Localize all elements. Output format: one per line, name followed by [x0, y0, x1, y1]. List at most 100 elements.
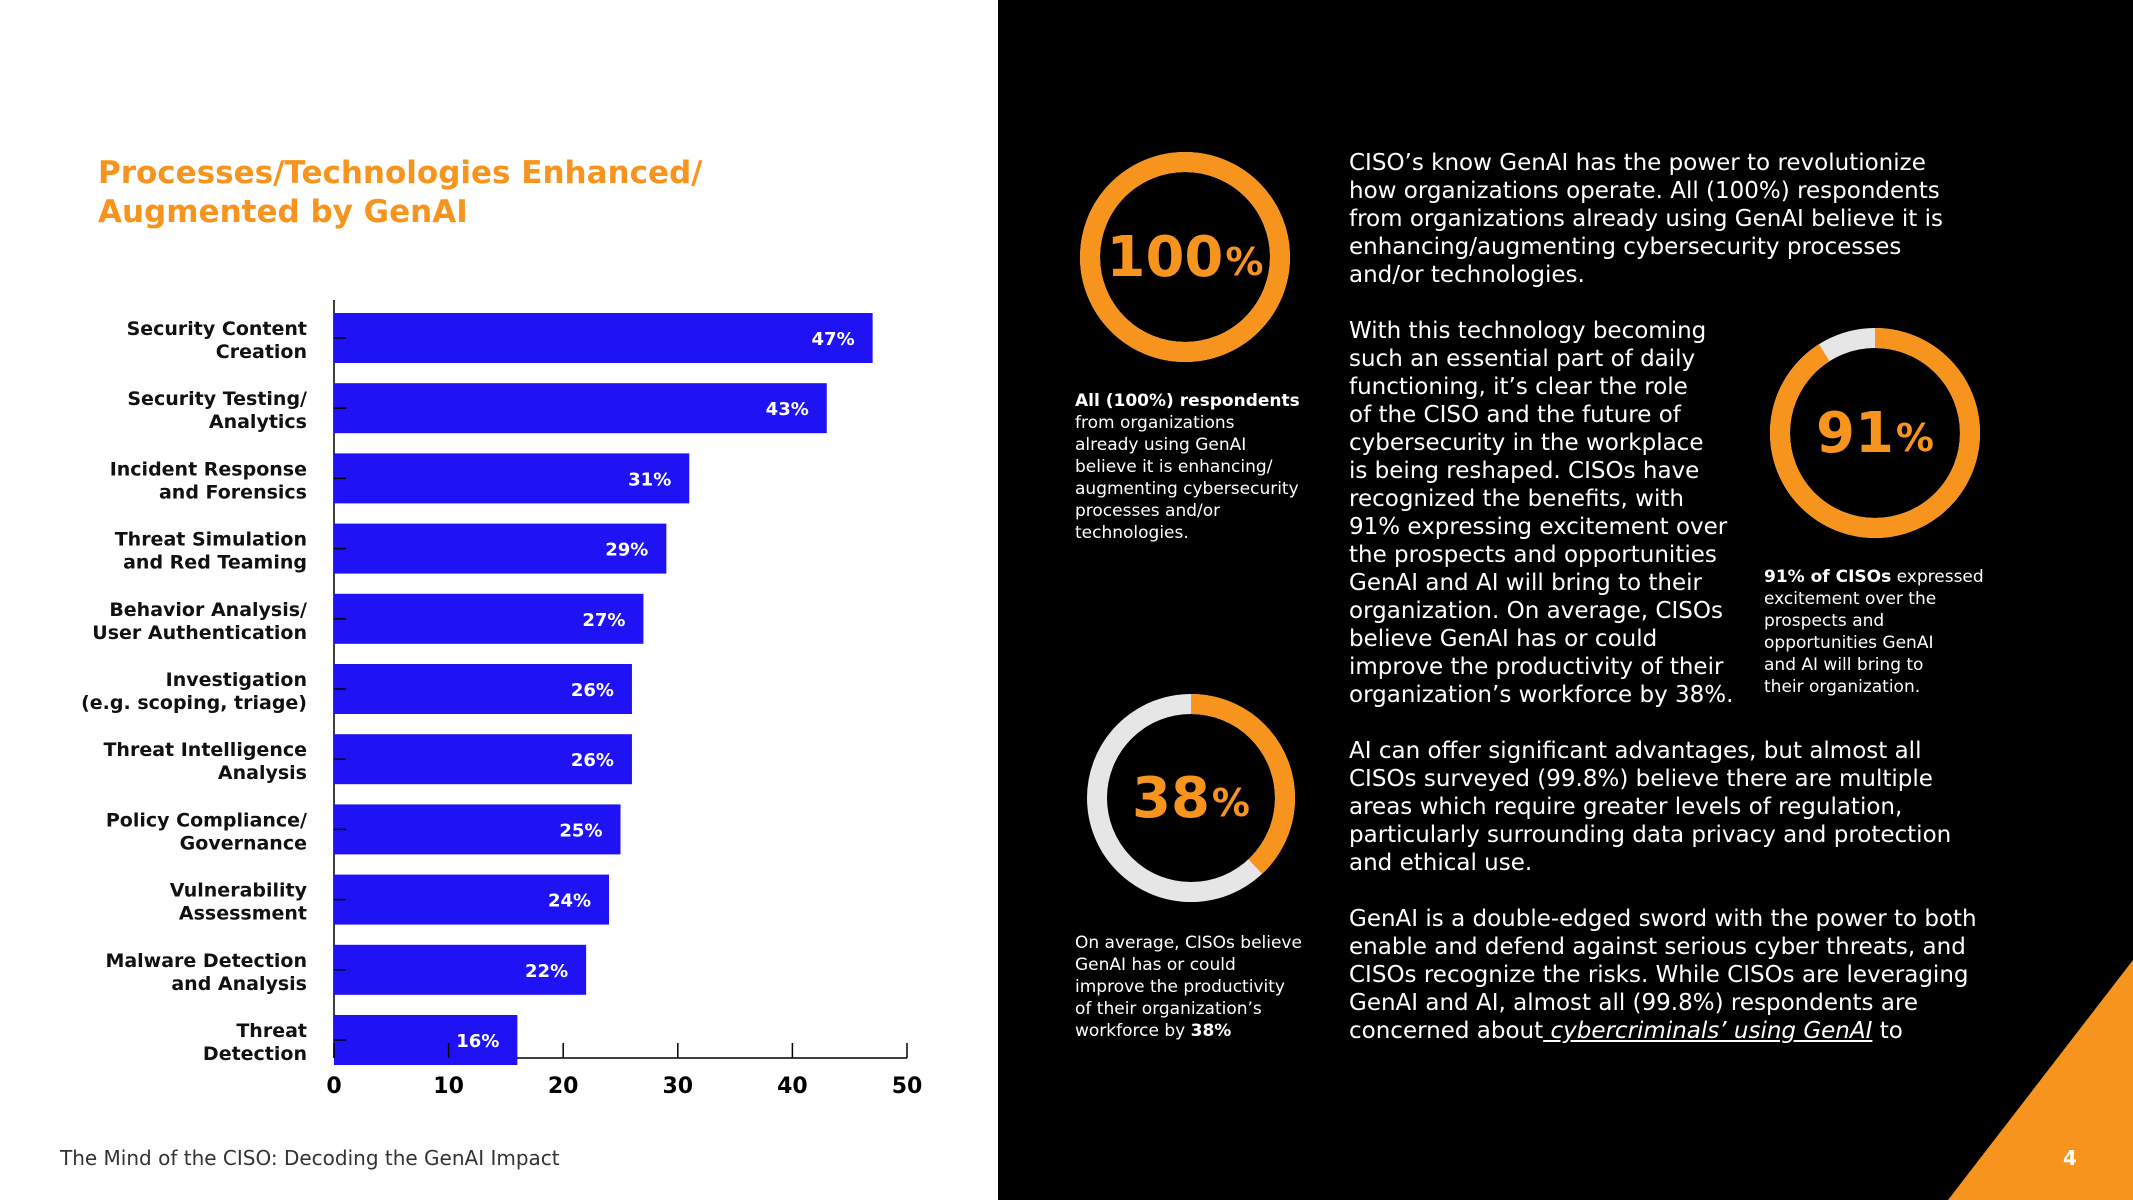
caption-line: improve the productivity [1075, 977, 1285, 997]
paragraph-line: and ethical use. [1349, 850, 1533, 876]
paragraph-line: believe GenAI has or could [1349, 626, 1658, 652]
chart-title: Processes/Technologies Enhanced/ Augment… [98, 155, 703, 230]
caption-line: GenAI has or could [1075, 955, 1236, 975]
donut-ring [1770, 328, 1980, 538]
bar [334, 313, 873, 363]
bar-value-label: 47% [812, 329, 855, 350]
paragraph-line: With this technology becoming [1349, 318, 1707, 344]
category-label: Malware Detection [105, 950, 307, 972]
caption-line: technologies. [1075, 523, 1189, 543]
cybercriminals-link[interactable]: cybercriminals’ using GenAI [1543, 1018, 1873, 1044]
category-label: Threat [236, 1020, 307, 1042]
category-label: Vulnerability [170, 880, 308, 902]
paragraph-4: GenAI is a double-edged sword with the p… [1349, 905, 2069, 1045]
category-label: Governance [180, 832, 307, 854]
paragraph-line: functioning, it’s clear the role [1349, 374, 1688, 400]
paragraph-line: from organizations already using GenAI b… [1349, 206, 1944, 232]
stat-unit: % [1895, 416, 1934, 460]
paragraph-line: CISOs recognize the risks. While CISOs a… [1349, 962, 1969, 988]
category-label: and Analysis [171, 973, 307, 995]
bar [334, 804, 621, 855]
paragraph-line: the prospects and opportunities [1349, 542, 1717, 568]
paragraph-line: organization. On average, CISOs [1349, 598, 1723, 624]
stat-donut-100: 100% [1078, 150, 1292, 364]
caption-bold: 91% of CISOs [1764, 567, 1892, 587]
caption-line: from organizations [1075, 413, 1235, 433]
donut-arc [1087, 694, 1295, 902]
caption-line: workforce by [1075, 1021, 1191, 1041]
stat-caption-38: On average, CISOs believe GenAI has or c… [1075, 932, 1335, 1042]
paragraph-line: AI can offer significant advantages, but… [1349, 738, 1922, 764]
category-label: (e.g. scoping, triage) [81, 692, 307, 714]
bar-value-label: 29% [605, 540, 648, 561]
paragraph-line: recognized the benefits, with [1349, 486, 1684, 512]
left-panel: Processes/Technologies Enhanced/ Augment… [0, 0, 998, 1200]
paragraph-line: CISO’s know GenAI has the power to revol… [1349, 150, 1926, 176]
stat-donut-91: 91% [1768, 326, 1982, 540]
bar [334, 453, 690, 504]
stat-caption-100: All (100%) respondents from organization… [1075, 390, 1335, 544]
category-label: Investigation [166, 669, 307, 691]
right-panel: 100% All (100%) respondents from organiz… [998, 0, 2133, 1200]
x-tick-label: 30 [662, 1074, 693, 1099]
caption-line: augmenting cybersecurity [1075, 479, 1299, 499]
paragraph-line: CISOs surveyed (99.8%) believe there are… [1349, 766, 1933, 792]
footer-text: The Mind of the CISO: Decoding the GenAI… [60, 1146, 560, 1170]
x-tick-label: 20 [548, 1074, 579, 1099]
category-label: Incident Response [110, 458, 307, 480]
stat-unit: % [1225, 240, 1264, 284]
bar-value-label: 31% [628, 469, 671, 490]
paragraph-1: CISO’s know GenAI has the power to revol… [1349, 149, 2049, 289]
caption-line: their organization. [1764, 677, 1921, 697]
category-label: Security Content [127, 318, 307, 340]
bar-value-label: 25% [559, 820, 602, 841]
category-label: Detection [203, 1043, 307, 1065]
paragraph-line: how organizations operate. All (100%) re… [1349, 178, 1940, 204]
caption-line: expressed [1891, 567, 1984, 587]
bar [334, 734, 632, 785]
bar-value-label: 43% [766, 399, 809, 420]
category-label: Assessment [179, 903, 307, 925]
bar [334, 944, 587, 995]
category-label: Threat Simulation [115, 529, 307, 551]
category-label: and Forensics [159, 481, 307, 503]
stat-number: 100 [1106, 224, 1224, 290]
stat-unit: % [1211, 781, 1250, 825]
x-tick-label: 0 [326, 1074, 341, 1099]
bar [334, 874, 610, 925]
paragraph-2: With this technology becoming such an es… [1349, 317, 1769, 709]
bar-value-label: 27% [582, 610, 625, 631]
paragraph-line: areas which require greater levels of re… [1349, 794, 1903, 820]
stat-donut-38: 38% [1085, 692, 1297, 904]
paragraph-line: GenAI is a double-edged sword with the p… [1349, 906, 1977, 932]
paragraph-line: of the CISO and the future of [1349, 402, 1681, 428]
caption-bold: 38% [1190, 1021, 1232, 1041]
caption-line: processes and/or [1075, 501, 1221, 521]
bar-value-label: 26% [571, 680, 614, 701]
category-label: User Authentication [92, 622, 307, 644]
category-label: Threat Intelligence [103, 739, 307, 761]
donut-arc [1080, 152, 1290, 362]
stat-number: 38 [1131, 765, 1210, 831]
x-tick-label: 50 [892, 1074, 923, 1099]
bar-value-label: 24% [548, 891, 591, 912]
corner-triangle-decoration [1948, 960, 2133, 1200]
stat-number: 91 [1815, 400, 1894, 466]
category-label: Security Testing/ [127, 388, 307, 410]
bar [334, 1015, 518, 1065]
paragraph-3: AI can offer significant advantages, but… [1349, 737, 2069, 877]
paragraph-line: concerned about [1349, 1018, 1544, 1044]
caption-line: already using GenAI [1075, 435, 1247, 455]
paragraph-line: GenAI and AI, almost all (99.8%) respond… [1349, 990, 1919, 1016]
bar-value-label: 22% [525, 961, 568, 982]
bar [334, 383, 827, 434]
donut-ring [1080, 152, 1290, 362]
paragraph-line: enhancing/augmenting cybersecurity proce… [1349, 234, 1902, 260]
caption-line: prospects and [1764, 611, 1885, 631]
caption-line: opportunities GenAI [1764, 633, 1934, 653]
category-label: Analytics [209, 411, 307, 433]
x-tick-label: 40 [777, 1074, 808, 1099]
bar-value-label: 16% [456, 1031, 499, 1052]
caption-line: believe it is enhancing/ [1075, 457, 1273, 477]
paragraph-line: improve the productivity of their [1349, 654, 1724, 680]
